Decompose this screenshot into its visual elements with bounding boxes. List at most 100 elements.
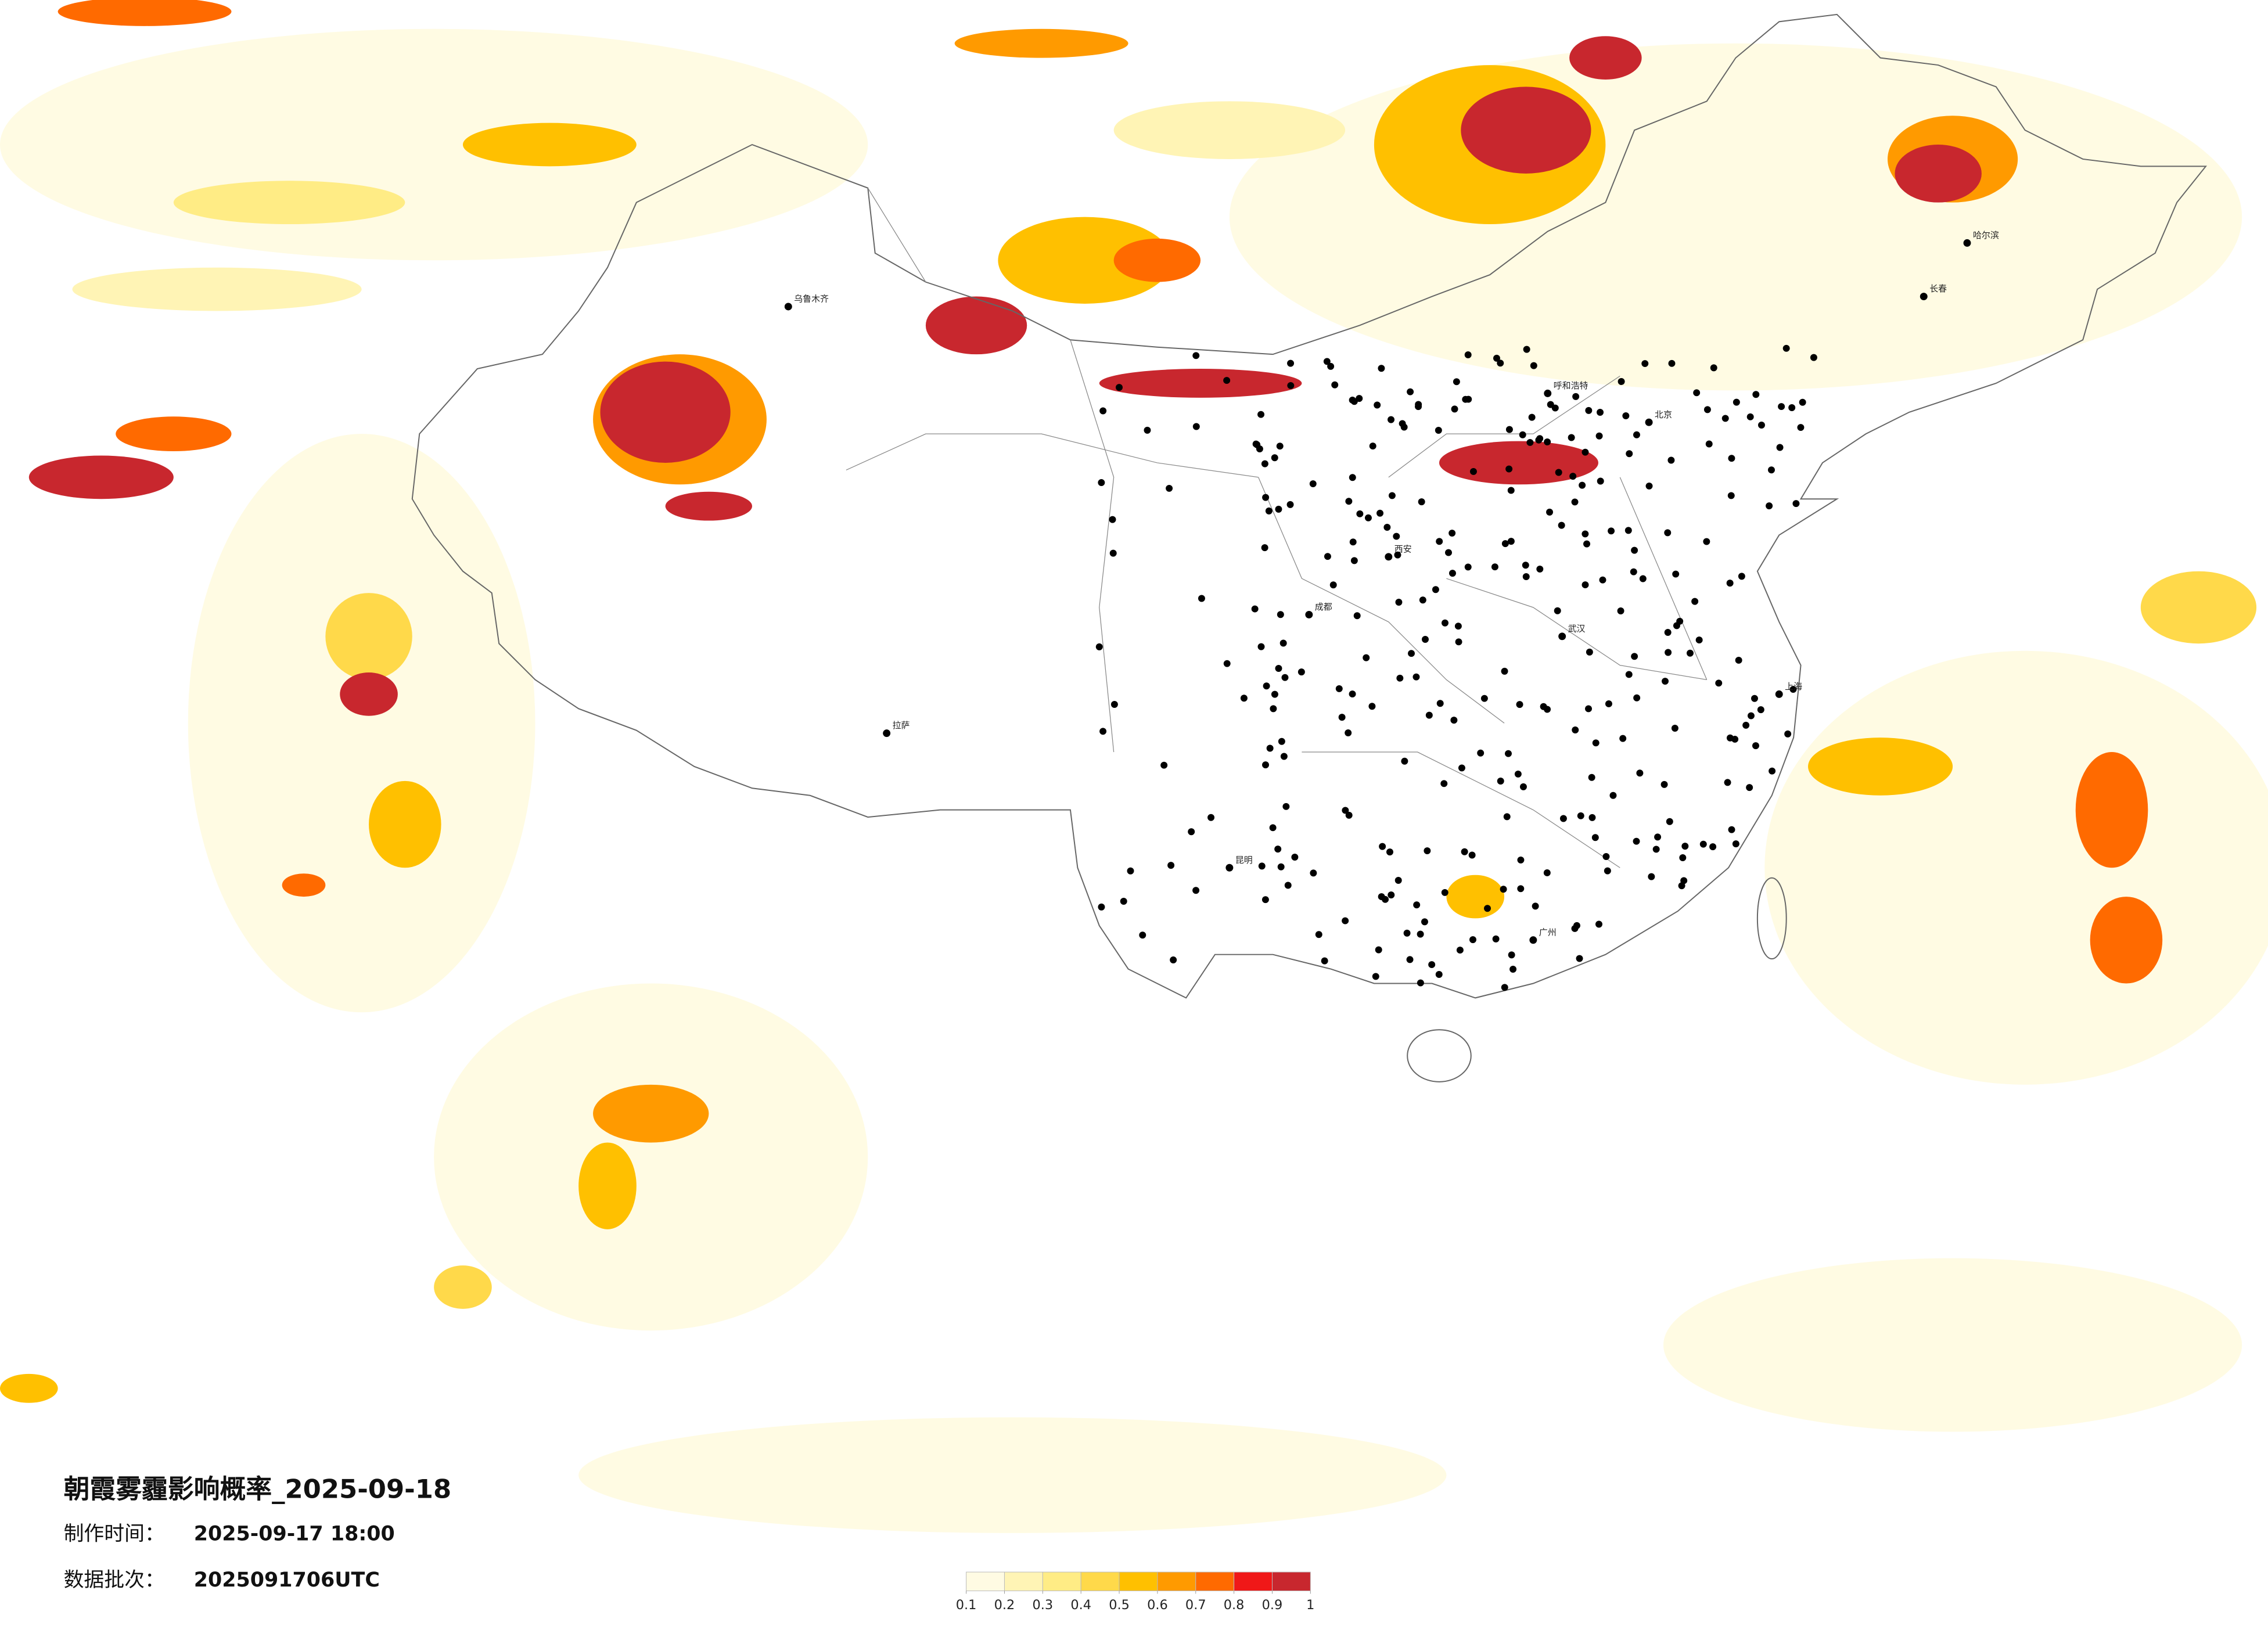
city-dot	[1388, 416, 1395, 423]
probability-area	[325, 593, 412, 680]
city-dot	[1618, 377, 1625, 385]
city-dot	[1403, 929, 1411, 937]
city-dot	[1507, 487, 1515, 494]
city-dot	[1551, 404, 1559, 412]
city-label: 拉萨	[893, 720, 910, 731]
city-dot	[1342, 807, 1349, 814]
city-dot	[1595, 432, 1603, 440]
info-value: 2025091706UTC	[194, 1569, 380, 1592]
legend-swatch	[1080, 1571, 1120, 1591]
city-dot	[1605, 700, 1612, 707]
city-dot	[1388, 492, 1396, 499]
city-dot	[1442, 619, 1448, 627]
city-dot	[1530, 362, 1537, 369]
legend-tick-label: 0.5	[1109, 1598, 1130, 1613]
city-dot	[1703, 538, 1710, 545]
city-dot	[1421, 918, 1428, 926]
city-dot	[1588, 814, 1596, 821]
city-dot	[1345, 498, 1353, 505]
city-dot	[1591, 834, 1599, 841]
city-dot	[1331, 381, 1339, 388]
city-dot	[1277, 863, 1285, 870]
city-dot	[1705, 440, 1713, 448]
city-dot	[1440, 780, 1448, 787]
city-dot	[1630, 568, 1637, 575]
city-dot	[1721, 415, 1729, 422]
legend-tick-label: 0.9	[1262, 1598, 1283, 1613]
city-dot	[1532, 902, 1539, 910]
city-dot	[1595, 920, 1602, 928]
city-dot	[1394, 551, 1401, 559]
city-dot	[1378, 893, 1385, 901]
city-dot	[1673, 622, 1680, 629]
city-dot	[1477, 749, 1485, 757]
city-dot	[1681, 843, 1689, 850]
city-dot	[1503, 813, 1511, 821]
probability-area	[116, 416, 232, 452]
city-dot	[1652, 846, 1660, 853]
city-dot	[1469, 936, 1476, 944]
city-dot	[1732, 840, 1739, 848]
city-dot	[1139, 931, 1146, 939]
city-dot	[1223, 660, 1231, 667]
city-label: 昆明	[1235, 855, 1253, 865]
city-dot	[1394, 877, 1402, 884]
probability-area	[1569, 36, 1642, 80]
city-label: 长春	[1929, 283, 1947, 294]
city-dot	[1778, 403, 1785, 411]
city-dot	[1395, 599, 1403, 606]
city-dot	[1372, 973, 1379, 980]
city-dot	[1310, 869, 1317, 877]
city-dot	[1505, 465, 1513, 473]
probability-area	[434, 983, 868, 1331]
city-dot	[1799, 398, 1806, 406]
city-dot	[1728, 455, 1735, 462]
city-dot	[1526, 438, 1534, 446]
city-dot	[1733, 398, 1740, 406]
city-dot	[1251, 605, 1259, 613]
city-dot	[1554, 607, 1561, 614]
city-dot	[1261, 544, 1268, 552]
probability-area	[954, 28, 1128, 58]
city-dot	[1517, 885, 1525, 893]
city-dot	[1668, 359, 1676, 367]
city-dot	[1516, 701, 1523, 708]
legend-tick-label: 0.8	[1224, 1598, 1245, 1613]
probability-area	[282, 873, 326, 897]
city-dot	[1622, 412, 1630, 419]
city-dot	[1144, 426, 1151, 434]
city-dot	[1633, 431, 1640, 438]
city-dot	[1408, 650, 1415, 657]
city-dot	[1275, 505, 1282, 513]
city-dot	[1127, 867, 1134, 875]
city-dot	[1465, 395, 1472, 403]
city-dot	[1309, 480, 1317, 488]
city-dot	[1671, 725, 1678, 732]
city-dot	[1792, 500, 1800, 508]
legend: 0.1 0.2 0.3 0.4 0.5 0.6 0.7 0.8 0.9 1	[956, 1571, 1314, 1613]
city-dot	[1617, 607, 1624, 615]
legend-tick-label: 0.4	[1070, 1598, 1091, 1613]
city-dot	[1342, 917, 1349, 924]
city-dot	[1535, 436, 1543, 444]
city-dot	[1271, 454, 1278, 462]
city-dot	[1435, 970, 1443, 978]
city-dot	[1198, 595, 1205, 602]
city-dot	[1166, 484, 1173, 492]
city-dot	[1709, 843, 1717, 851]
city-dot	[1432, 586, 1439, 593]
city-dot	[1461, 848, 1468, 855]
city-dot	[1450, 717, 1458, 724]
city-dot	[1529, 936, 1537, 944]
city-dot	[1385, 553, 1393, 561]
city-label: 北京	[1655, 409, 1672, 420]
city-dot	[1631, 653, 1638, 660]
city-dot	[1286, 501, 1294, 508]
city-dot	[1258, 862, 1266, 870]
city-dot	[1514, 770, 1522, 778]
probability-area	[369, 780, 441, 868]
city-dot	[1536, 565, 1544, 573]
probability-area	[1663, 1258, 2242, 1432]
city-dot	[1544, 438, 1551, 445]
